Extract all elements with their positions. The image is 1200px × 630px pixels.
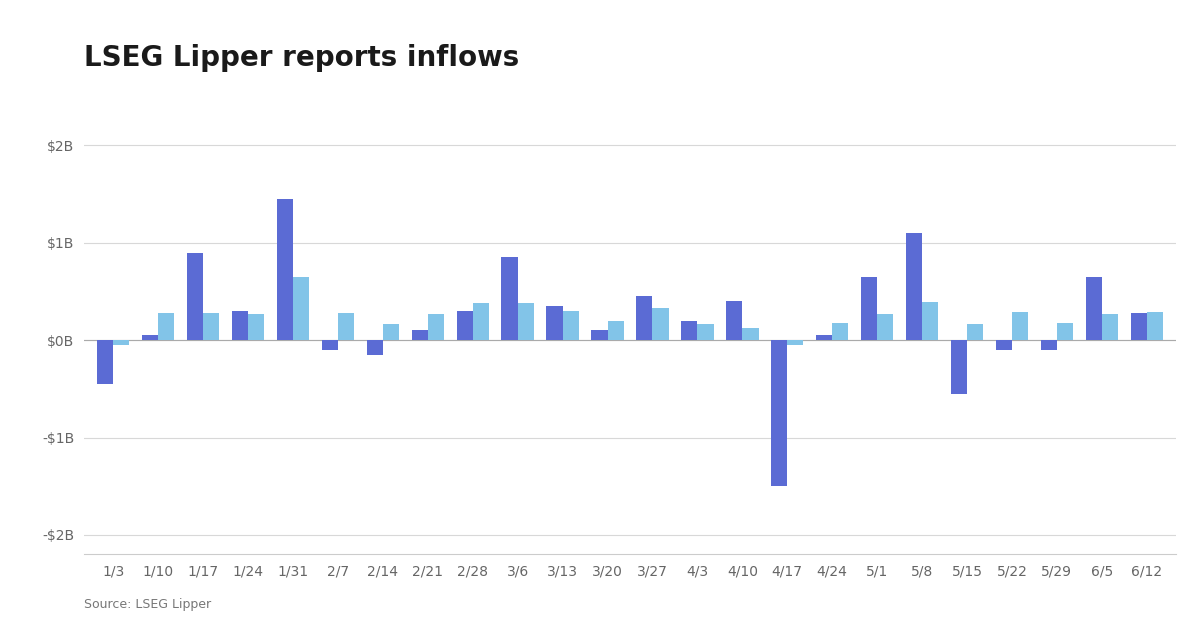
Bar [860, 277, 877, 340]
Bar [248, 314, 264, 340]
Bar [1147, 312, 1163, 340]
Bar [816, 335, 833, 340]
Bar [1102, 314, 1118, 340]
Bar [232, 311, 248, 340]
Bar [427, 314, 444, 340]
Bar [546, 306, 563, 340]
Bar [1012, 312, 1028, 340]
Bar [787, 340, 804, 345]
Bar [338, 313, 354, 340]
Bar [1040, 340, 1057, 350]
Bar [636, 296, 653, 340]
Bar [367, 340, 383, 355]
Bar [97, 340, 113, 384]
Bar [322, 340, 338, 350]
Bar [697, 324, 714, 340]
Bar [293, 277, 310, 340]
Bar [906, 233, 922, 340]
Bar [922, 302, 938, 340]
Text: Source: LSEG Lipper: Source: LSEG Lipper [84, 598, 211, 611]
Bar [1086, 277, 1102, 340]
Bar [456, 311, 473, 340]
Bar [1057, 323, 1073, 340]
Bar [517, 303, 534, 340]
Bar [563, 311, 578, 340]
Bar [653, 308, 668, 340]
Bar [726, 301, 743, 340]
Bar [950, 340, 967, 394]
Bar [277, 199, 293, 340]
Bar [158, 313, 174, 340]
Bar [682, 321, 697, 340]
Bar [996, 340, 1012, 350]
Bar [502, 258, 517, 340]
Bar [743, 328, 758, 340]
Bar [833, 323, 848, 340]
Bar [113, 340, 130, 345]
Bar [412, 331, 427, 340]
Text: LSEG Lipper reports inflows: LSEG Lipper reports inflows [84, 44, 520, 72]
Bar [1130, 313, 1147, 340]
Bar [187, 253, 203, 340]
Bar [877, 314, 893, 340]
Bar [772, 340, 787, 486]
Bar [967, 324, 983, 340]
Bar [607, 321, 624, 340]
Bar [203, 313, 220, 340]
Bar [383, 324, 400, 340]
Bar [142, 335, 158, 340]
Bar [473, 303, 488, 340]
Bar [592, 331, 607, 340]
